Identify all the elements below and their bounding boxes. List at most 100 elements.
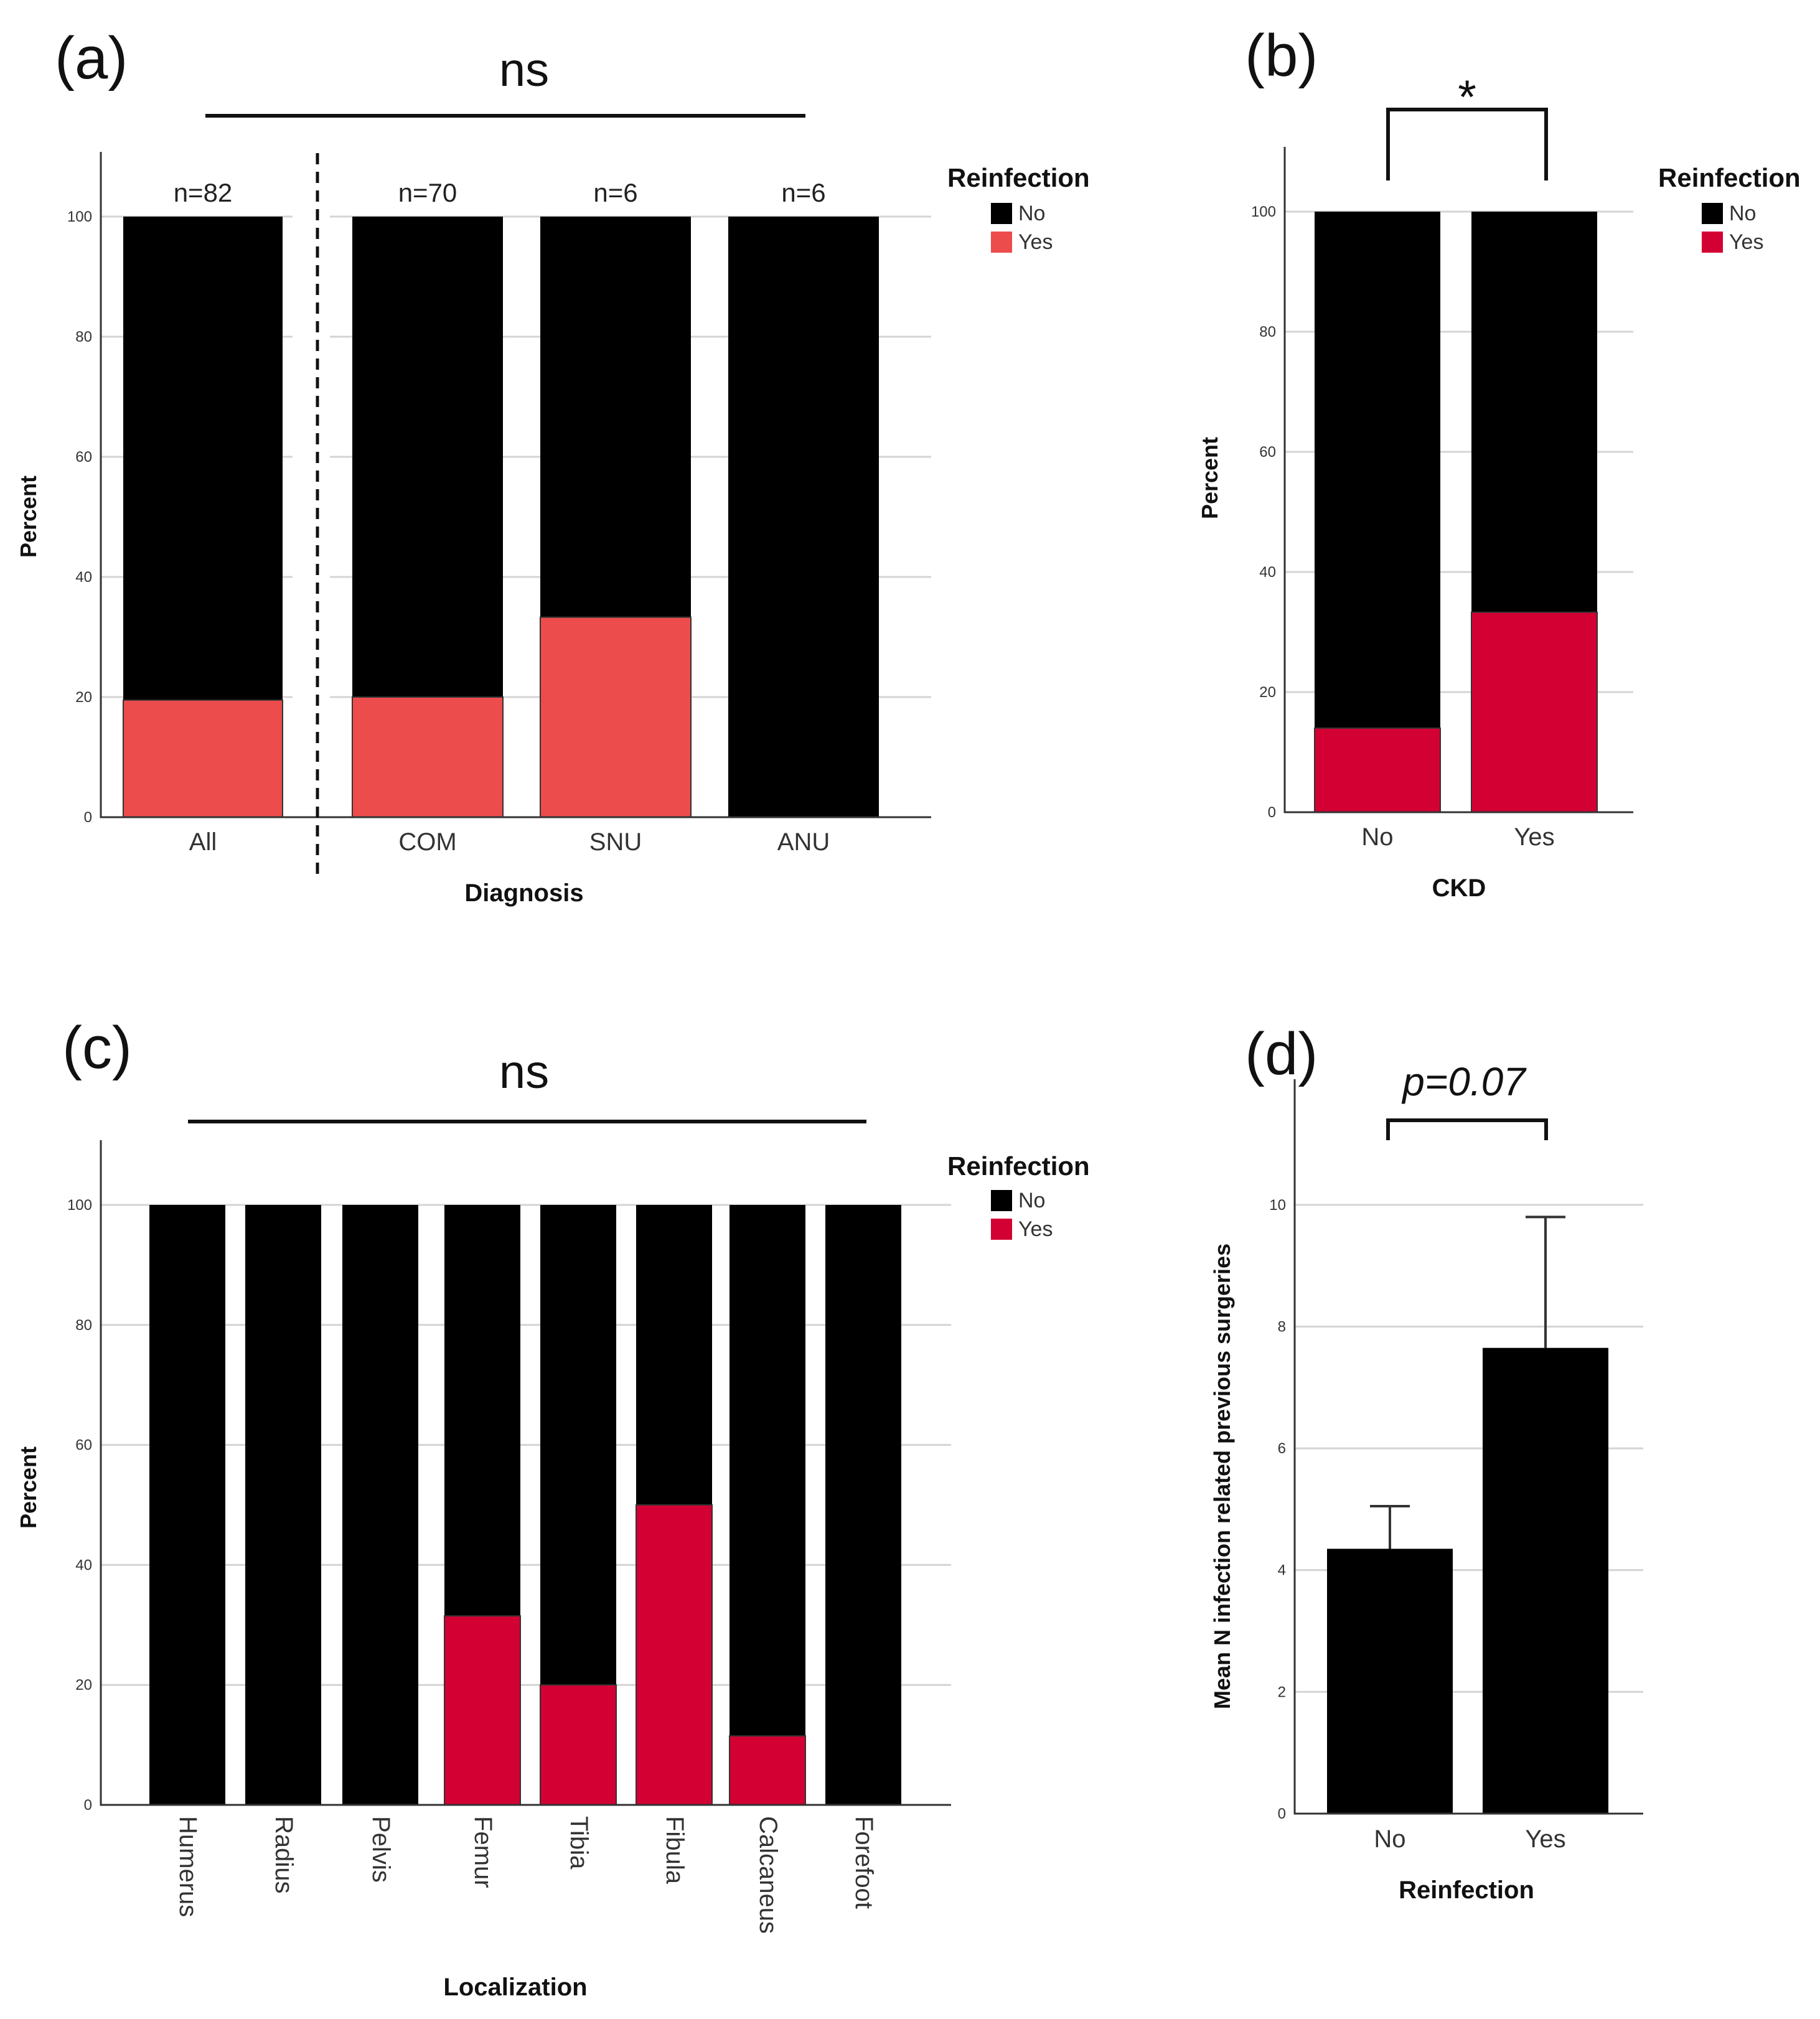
y-tick-label: 100 <box>1251 204 1276 220</box>
x-tick-label: Radius <box>270 1816 298 1894</box>
bar-yes-0 <box>123 699 283 818</box>
y-axis-title: Percent <box>1197 437 1222 519</box>
y-tick-label: 60 <box>1259 444 1276 461</box>
y-tick-label: 0 <box>84 1797 92 1814</box>
axis-lines <box>100 152 931 818</box>
legend-title: Reinfection <box>947 1151 1090 1181</box>
bar-no-7 <box>825 1205 901 1805</box>
bar-yes-6 <box>729 1735 806 1806</box>
x-axis-title: Reinfection <box>1399 1876 1534 1904</box>
n-label: n=6 <box>781 178 825 207</box>
bar-yes-1 <box>1471 611 1598 813</box>
bar-1 <box>1483 1347 1608 1814</box>
x-axis-title: Diagnosis <box>464 879 583 907</box>
bar-yes-0 <box>1314 727 1441 813</box>
x-tick-label: No <box>1374 1825 1405 1853</box>
x-tick-label: Calcaneus <box>754 1816 782 1934</box>
legend-swatch-yes <box>991 232 1012 253</box>
significance-label: ns <box>499 44 549 96</box>
bar-no-4 <box>540 1205 616 1685</box>
legend-swatch-yes <box>1702 232 1723 253</box>
y-axis-title: Mean N infection related previous surger… <box>1209 1244 1235 1709</box>
y-tick-label: 80 <box>75 1317 92 1334</box>
panel-d: 0 2 4 6 8 10 No Yes Reinfection Mean N infection … <box>1209 1021 1643 1904</box>
y-axis-title: Percent <box>16 1446 41 1529</box>
axis-lines <box>100 1140 951 1806</box>
x-tick-label: All <box>189 828 217 856</box>
y-tick-label: 2 <box>1278 1684 1286 1700</box>
significance-bracket <box>1386 108 1548 180</box>
y-tick-label: 8 <box>1278 1318 1286 1335</box>
y-tick-label: 100 <box>67 208 92 225</box>
y-tick-label: 60 <box>75 1437 92 1454</box>
legend-swatch-no <box>991 1190 1012 1211</box>
bar-no-6 <box>729 1205 805 1736</box>
y-tick-label: 20 <box>1259 684 1276 701</box>
axis-lines <box>1293 1079 1643 1815</box>
panel-a: 0 20 40 60 80 100 All n=82 COM n=70 SNU n=6 ANU n=6 Di… <box>16 25 1090 907</box>
panel-label: (c) <box>62 1014 132 1081</box>
bar-no-1 <box>245 1205 321 1805</box>
bar-yes-2 <box>540 616 692 818</box>
x-axis-title: Localization <box>443 1974 587 2001</box>
bar-yes-4 <box>540 1684 617 1806</box>
legend-title: Reinfection <box>947 163 1090 192</box>
y-tick-label: 40 <box>75 1557 92 1573</box>
y-tick-label: 4 <box>1278 1562 1286 1579</box>
axis-lines <box>1283 147 1633 813</box>
legend-label-yes: Yes <box>1729 230 1763 254</box>
significance-label: * <box>1458 71 1476 124</box>
legend-label-yes: Yes <box>1018 1217 1053 1241</box>
x-tick-label: SNU <box>589 828 642 856</box>
panel-b: 0 20 40 60 80 100 No Yes CKD Percent (b) * Reinfecti… <box>1197 22 1801 902</box>
y-tick-label: 80 <box>75 329 92 345</box>
bar-no-3 <box>444 1205 520 1616</box>
x-tick-label: Humerus <box>174 1816 202 1917</box>
x-tick-label: Yes <box>1514 823 1554 851</box>
x-tick-label: Yes <box>1525 1825 1565 1853</box>
x-tick-label: Femur <box>469 1816 497 1888</box>
bar-no-3 <box>728 217 879 817</box>
x-axis-title: CKD <box>1432 874 1486 902</box>
bar-no-1 <box>352 217 503 697</box>
panel-label: (a) <box>55 25 128 91</box>
bar-yes-3 <box>444 1615 521 1806</box>
y-tick-label: 0 <box>84 809 92 826</box>
y-tick-label: 100 <box>67 1197 92 1214</box>
y-tick-label: 80 <box>1259 324 1276 340</box>
y-tick-label: 20 <box>75 1677 92 1693</box>
legend-title: Reinfection <box>1658 163 1801 192</box>
bar-yes-5 <box>636 1504 713 1806</box>
n-label: n=70 <box>398 178 457 207</box>
x-tick-label: COM <box>398 828 456 856</box>
y-tick-label: 20 <box>75 689 92 706</box>
bar-no-0 <box>149 1205 225 1805</box>
n-label: n=82 <box>174 178 233 207</box>
bar-yes-1 <box>352 696 504 818</box>
bar-0 <box>1327 1548 1453 1814</box>
legend-swatch-yes <box>991 1219 1012 1240</box>
x-tick-label: ANU <box>777 828 830 856</box>
panel-label: (b) <box>1245 22 1318 89</box>
bar-no-2 <box>342 1205 418 1805</box>
x-tick-label: No <box>1361 823 1393 851</box>
y-tick-label: 10 <box>1269 1197 1286 1214</box>
bar-no-0 <box>123 217 283 700</box>
significance-label: ns <box>499 1046 549 1099</box>
y-tick-label: 40 <box>75 569 92 586</box>
panel-c: 0 20 40 60 80 100 Humerus Radius Pelvis Femur Tibi… <box>16 1014 1090 2001</box>
legend-swatch-no <box>991 203 1012 224</box>
legend-label-no: No <box>1018 202 1045 225</box>
legend-label-no: No <box>1729 202 1756 225</box>
y-tick-label: 60 <box>75 449 92 466</box>
y-tick-label: 6 <box>1278 1440 1286 1457</box>
y-tick-label: 0 <box>1278 1806 1286 1822</box>
legend-label-no: No <box>1018 1189 1045 1212</box>
legend-label-yes: Yes <box>1018 230 1053 254</box>
significance-label: p=0.07 <box>1401 1059 1527 1104</box>
bar-no-5 <box>636 1205 712 1505</box>
x-tick-label: Pelvis <box>367 1816 395 1883</box>
x-tick-label: Tibia <box>565 1816 593 1870</box>
x-tick-label: Fibula <box>661 1816 688 1885</box>
